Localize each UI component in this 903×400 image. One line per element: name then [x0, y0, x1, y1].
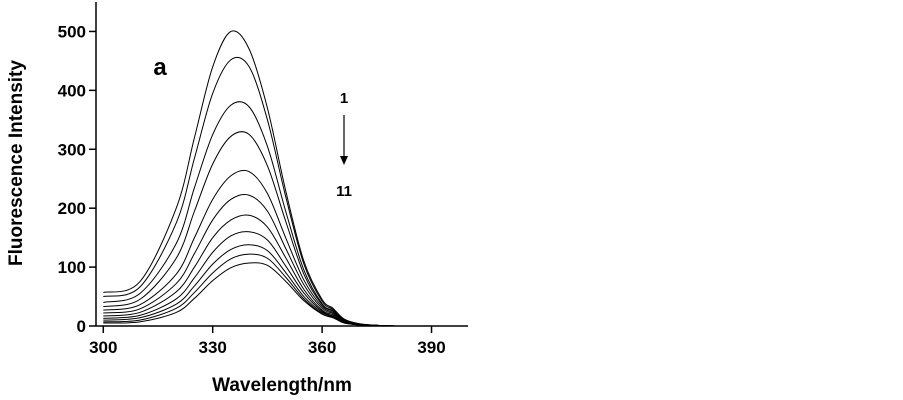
y-tick-label: 400 [58, 81, 86, 100]
panel-label: a [153, 54, 167, 81]
y-tick-label: 200 [58, 199, 86, 218]
y-tick-label: 300 [58, 140, 86, 159]
spectrum-line [103, 231, 468, 327]
spectrum-line [103, 262, 468, 327]
annotation: 11 [336, 183, 352, 200]
x-tick-label: 390 [417, 338, 445, 357]
x-tick-label: 360 [308, 338, 336, 357]
x-tick-label: 300 [89, 338, 117, 357]
annotation: 1 [340, 90, 348, 107]
x-axis-label: Wavelength/nm [212, 375, 352, 396]
x-tick-label: 330 [199, 338, 227, 357]
arrow-head [340, 156, 348, 165]
y-tick-label: 0 [77, 317, 86, 336]
spectrum-line [103, 131, 468, 327]
y-axis-label: Fluorescence Intensity [6, 60, 27, 266]
y-tick-label: 500 [58, 22, 86, 41]
y-tick-label: 100 [58, 258, 86, 277]
spectrum-line [103, 253, 468, 327]
